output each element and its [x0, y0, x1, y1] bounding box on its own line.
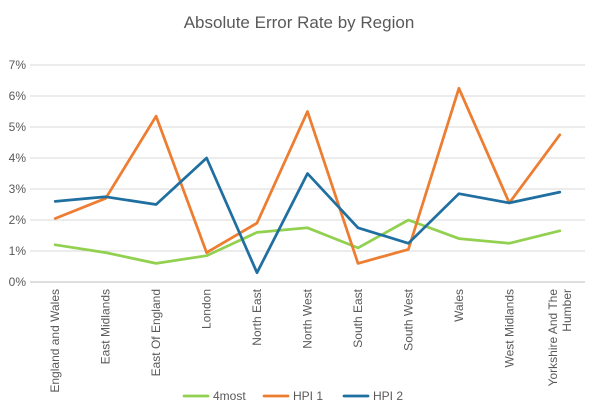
series-line-hpi-1	[53, 86, 562, 265]
y-tick-label: 4%	[9, 151, 27, 165]
x-tick-label: Yorkshire And The Humber	[546, 289, 574, 387]
x-tick-label-line: North West	[301, 288, 315, 348]
y-tick-label: 3%	[9, 182, 27, 196]
gridlines	[30, 64, 585, 283]
x-tick-label-line: East Midlands	[99, 289, 113, 364]
y-axis-ticks: 0% 1% 2% 3% 4% 5% 6% 7%	[9, 58, 27, 289]
x-tick-label: South East	[351, 288, 365, 347]
x-tick-label-line: South East	[351, 288, 365, 347]
x-tick-label: West Midlands	[502, 289, 516, 367]
y-tick-label: 7%	[9, 58, 27, 72]
legend-label: HPI 1	[293, 389, 323, 403]
y-tick-label: 1%	[9, 244, 27, 258]
x-tick-label-line: South West	[401, 288, 415, 350]
x-tick-label-line: East Of England	[149, 289, 163, 376]
x-tick-label-line: North East	[250, 288, 264, 345]
x-tick-label: East Midlands	[99, 289, 113, 364]
x-tick-label: England and Wales	[48, 289, 62, 393]
x-tick-label: Wales	[452, 289, 466, 322]
legend: 4most HPI 1 HPI 2	[182, 389, 403, 403]
x-tick-label-line: Yorkshire And The	[546, 289, 560, 387]
y-tick-label: 0%	[9, 275, 27, 289]
x-tick-label: North East	[250, 288, 264, 345]
legend-label: HPI 2	[373, 389, 403, 403]
legend-label: 4most	[213, 389, 246, 403]
x-tick-label: North West	[301, 288, 315, 348]
y-tick-label: 5%	[9, 120, 27, 134]
x-tick-label-line: England and Wales	[48, 289, 62, 393]
y-tick-label: 6%	[9, 89, 27, 103]
chart-title: Absolute Error Rate by Region	[184, 13, 415, 32]
x-tick-label-line: Humber	[560, 289, 574, 332]
x-tick-label: South West	[401, 288, 415, 350]
x-tick-label: London	[200, 289, 214, 329]
x-tick-label: East Of England	[149, 289, 163, 376]
y-tick-label: 2%	[9, 213, 27, 227]
x-axis-ticks: England and Wales East Midlands East Of En…	[48, 288, 574, 392]
series-line-hpi-2	[53, 156, 562, 275]
x-tick-label-line: Wales	[452, 289, 466, 322]
series-lines	[53, 86, 562, 275]
series-line-4most	[53, 218, 562, 265]
x-tick-label-line: West Midlands	[502, 289, 516, 367]
x-tick-label-line: London	[200, 289, 214, 329]
